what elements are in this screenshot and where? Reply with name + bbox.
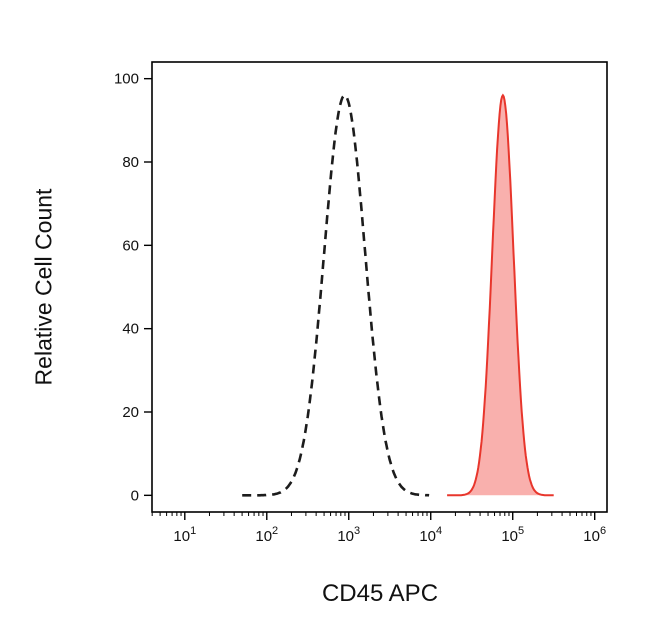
- cd45-apc-stained-fill: [447, 95, 554, 496]
- y-tick-label: 100: [114, 71, 139, 88]
- y-tick-label: 80: [122, 154, 139, 171]
- y-tick-label: 60: [122, 237, 139, 254]
- x-tick-label: 106: [583, 525, 606, 545]
- x-tick-label: 102: [255, 525, 278, 545]
- x-tick-label: 104: [419, 525, 442, 545]
- x-tick-label: 105: [501, 525, 524, 545]
- x-tick-label: 101: [173, 525, 196, 545]
- cd45-apc-stained-curve: [447, 93, 554, 497]
- y-axis-label: Relative Cell Count: [30, 188, 57, 386]
- y-tick-label: 0: [131, 487, 139, 504]
- unstained-control-curve: [242, 93, 430, 497]
- y-tick-label: 20: [122, 404, 139, 421]
- x-axis-label: CD45 APC: [321, 580, 439, 607]
- y-tick-label: 40: [122, 321, 139, 338]
- plot-border: [151, 61, 608, 513]
- x-tick-label: 103: [337, 525, 360, 545]
